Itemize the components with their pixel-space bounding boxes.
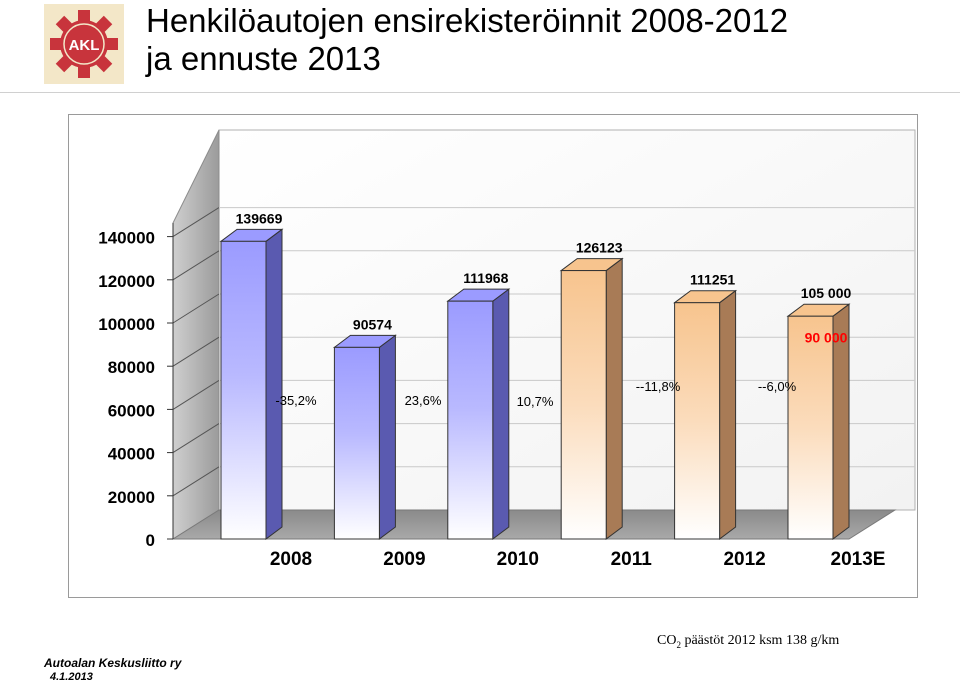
title-line-2: ja ennuste 2013 — [146, 40, 381, 77]
bar-2012 — [673, 289, 738, 540]
value-label: 126123 — [576, 240, 623, 256]
chart-frame: 0 20000 40000 60000 80000 100000 120000 140000 … — [68, 114, 918, 598]
x-tick-label: 2013E — [831, 549, 886, 570]
x-tick-label: 2009 — [383, 549, 425, 570]
gridline-side — [172, 207, 220, 238]
page-title: Henkilöautojen ensirekisteröinnit 2008-2… — [146, 2, 788, 78]
bar-2010 — [446, 288, 511, 540]
bar-2013E — [786, 303, 851, 540]
footer-organization: Autoalan Keskusliitto ry — [44, 656, 182, 670]
bar-2009 — [332, 334, 397, 540]
y-tick-label: 80000 — [108, 358, 155, 377]
akl-gear-logo-icon: AKL — [44, 4, 124, 84]
y-tick-label: 60000 — [108, 401, 155, 420]
x-tick-label: 2010 — [497, 549, 539, 570]
co2-note: CO2 päästöt 2012 ksm 138 g/km — [657, 633, 840, 650]
change-label: --11,8% — [636, 379, 681, 394]
x-tick-label: 2011 — [611, 549, 653, 570]
y-tick-label: 100000 — [98, 315, 155, 334]
y-tick-label: 20000 — [108, 488, 155, 507]
bar-side — [265, 228, 283, 540]
bar-side — [719, 289, 737, 540]
bar-front — [674, 302, 721, 540]
title-line-1: Henkilöautojen ensirekisteröinnit 2008-2… — [146, 2, 789, 39]
footer-date: 4.1.2013 — [50, 671, 93, 683]
gridline-side — [172, 336, 220, 367]
gridline-side — [172, 379, 220, 410]
forecast-alt-label: 90 000 — [805, 330, 848, 346]
value-label: 139669 — [236, 210, 283, 226]
x-tick-label: 2012 — [723, 549, 765, 570]
bar-front — [560, 270, 607, 540]
x-tick-label: 2008 — [270, 549, 312, 570]
value-label: 111968 — [463, 270, 508, 286]
bar-side — [605, 257, 623, 540]
y-tick-label: 120000 — [98, 272, 155, 291]
bar-side — [378, 334, 396, 540]
value-label: 90574 — [353, 316, 392, 332]
gridline-side — [172, 250, 220, 281]
bar-2008 — [219, 228, 284, 540]
change-label: -35,2% — [275, 393, 317, 408]
change-label: 10,7% — [517, 394, 554, 409]
value-label: 105 000 — [801, 285, 852, 301]
chart-side-wall — [172, 129, 220, 540]
bar-front — [333, 346, 380, 540]
y-tick-label: 40000 — [108, 445, 155, 464]
logo-text: AKL — [69, 37, 100, 54]
change-label: 23,6% — [405, 393, 442, 408]
y-tick-label: 0 — [146, 531, 155, 550]
bar-front — [447, 300, 494, 540]
bar-chart: 020000400006000080000100000120000140000 … — [98, 129, 916, 570]
bar-2011 — [559, 257, 624, 540]
bar-side — [492, 288, 510, 540]
gridline-side — [172, 466, 220, 497]
value-label: 111251 — [690, 272, 735, 288]
akl-logo: AKL — [44, 4, 124, 84]
bar-front — [220, 240, 267, 540]
title-divider — [0, 92, 960, 93]
gridline-side — [172, 293, 220, 324]
gridline-side — [172, 423, 220, 454]
change-label: --6,0% — [758, 379, 797, 394]
y-tick-label: 140000 — [98, 229, 155, 248]
bar-front — [787, 315, 834, 540]
